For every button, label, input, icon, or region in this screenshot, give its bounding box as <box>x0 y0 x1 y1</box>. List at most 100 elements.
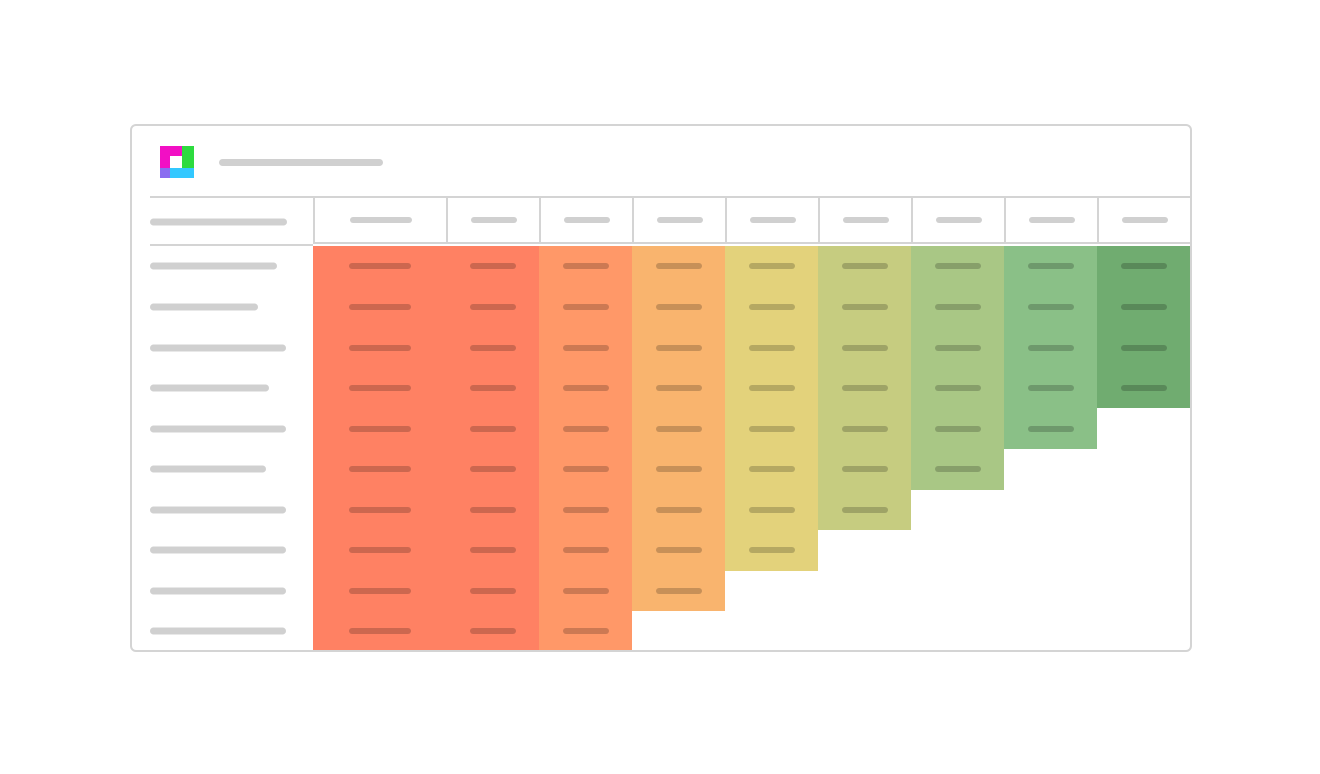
cohort-cell-value-placeholder <box>348 385 411 391</box>
cohort-cell-value-placeholder <box>469 304 516 310</box>
column-header-4 <box>632 198 725 244</box>
column-header-1 <box>313 198 446 244</box>
cohort-cell-value-placeholder <box>562 628 609 634</box>
row-label-placeholder-7 <box>150 506 286 514</box>
cohort-cell-value-placeholder <box>841 385 888 391</box>
column-header-label-placeholder <box>470 217 517 223</box>
column-header-label-placeholder <box>749 217 796 223</box>
cohort-cell-value-placeholder <box>841 426 888 432</box>
column-header-label-placeholder <box>1028 217 1075 223</box>
cohort-cell-value-placeholder <box>348 426 411 432</box>
column-header-label-placeholder <box>563 217 610 223</box>
cohort-cell-value-placeholder <box>469 588 516 594</box>
cohort-cell-value-placeholder <box>748 547 795 553</box>
cohort-cell-value-placeholder <box>1120 385 1167 391</box>
cohort-cell-value-placeholder <box>1120 304 1167 310</box>
cohort-cell-value-placeholder <box>1027 385 1074 391</box>
column-header-2 <box>446 198 539 244</box>
header-top-divider <box>150 196 1190 198</box>
cohort-cell-value-placeholder <box>469 466 516 472</box>
cohort-cell-value-placeholder <box>841 263 888 269</box>
cohort-cell-value-placeholder <box>934 426 981 432</box>
cohort-column-6 <box>818 246 911 530</box>
cohort-column-2 <box>446 246 539 650</box>
cohort-column-1 <box>313 246 446 650</box>
cohort-cell-value-placeholder <box>934 263 981 269</box>
cohort-cell-value-placeholder <box>348 304 411 310</box>
header-bottom-divider <box>150 244 313 246</box>
cohort-cell-value-placeholder <box>562 466 609 472</box>
cohort-cell-value-placeholder <box>655 426 702 432</box>
cohort-cell-value-placeholder <box>562 547 609 553</box>
column-header-label-placeholder <box>842 217 889 223</box>
cohort-cell-value-placeholder <box>748 466 795 472</box>
cohort-cell-value-placeholder <box>562 263 609 269</box>
cohort-column-9 <box>1097 246 1190 408</box>
cohort-column-3 <box>539 246 632 650</box>
cohort-column-8 <box>1004 246 1097 449</box>
cohort-cell-value-placeholder <box>841 304 888 310</box>
cohort-cell-value-placeholder <box>469 507 516 513</box>
column-header-3 <box>539 198 632 244</box>
cohort-cell-value-placeholder <box>348 345 411 351</box>
column-header-label-placeholder <box>1121 217 1168 223</box>
cohort-cell-value-placeholder <box>348 588 411 594</box>
cohort-app-logo-icon <box>160 146 194 178</box>
cohort-cell-value-placeholder <box>655 547 702 553</box>
column-header-9 <box>1097 198 1190 244</box>
cohort-cell-value-placeholder <box>748 426 795 432</box>
cohort-cell-value-placeholder <box>748 507 795 513</box>
cohort-cell-value-placeholder <box>1120 263 1167 269</box>
cohort-cell-value-placeholder <box>841 466 888 472</box>
cohort-cell-value-placeholder <box>562 304 609 310</box>
cohort-cell-value-placeholder <box>469 547 516 553</box>
column-header-label-placeholder <box>656 217 703 223</box>
column-header-label-placeholder <box>349 217 412 223</box>
row-label-placeholder-4 <box>150 384 269 392</box>
header-row-label-placeholder <box>150 218 287 226</box>
cohort-cell-value-placeholder <box>348 263 411 269</box>
row-label-placeholder-2 <box>150 303 258 311</box>
cohort-column-5 <box>725 246 818 571</box>
row-label-placeholder-1 <box>150 262 277 270</box>
row-label-placeholder-10 <box>150 627 286 635</box>
cohort-cell-value-placeholder <box>562 426 609 432</box>
cohort-cell-value-placeholder <box>655 385 702 391</box>
row-label-placeholder-3 <box>150 344 286 352</box>
cohort-cell-value-placeholder <box>934 385 981 391</box>
column-header-label-placeholder <box>935 217 982 223</box>
cohort-cell-value-placeholder <box>469 426 516 432</box>
cohort-cell-value-placeholder <box>348 466 411 472</box>
cohort-cell-value-placeholder <box>562 507 609 513</box>
cohort-cell-value-placeholder <box>1027 345 1074 351</box>
cohort-cell-value-placeholder <box>655 507 702 513</box>
cohort-cell-value-placeholder <box>934 345 981 351</box>
cohort-cell-value-placeholder <box>655 466 702 472</box>
cohort-table-card <box>130 124 1192 652</box>
row-label-placeholder-6 <box>150 465 266 473</box>
cohort-cell-value-placeholder <box>748 345 795 351</box>
row-label-placeholder-9 <box>150 587 286 595</box>
cohort-cell-value-placeholder <box>348 507 411 513</box>
cohort-cell-value-placeholder <box>934 304 981 310</box>
cohort-cell-value-placeholder <box>841 507 888 513</box>
cohort-cell-value-placeholder <box>469 263 516 269</box>
cohort-cell-value-placeholder <box>1120 345 1167 351</box>
column-header-8 <box>1004 198 1097 244</box>
cohort-cell-value-placeholder <box>562 345 609 351</box>
row-label-placeholder-5 <box>150 425 286 433</box>
cohort-cell-value-placeholder <box>562 588 609 594</box>
cohort-cell-value-placeholder <box>348 547 411 553</box>
cohort-cell-value-placeholder <box>655 263 702 269</box>
cohort-cell-value-placeholder <box>655 588 702 594</box>
cohort-cell-value-placeholder <box>748 304 795 310</box>
cohort-cell-value-placeholder <box>841 345 888 351</box>
cohort-cell-value-placeholder <box>469 345 516 351</box>
cohort-cell-value-placeholder <box>562 385 609 391</box>
column-header-6 <box>818 198 911 244</box>
cohort-cell-value-placeholder <box>655 304 702 310</box>
cohort-cell-value-placeholder <box>934 466 981 472</box>
cohort-column-4 <box>632 246 725 611</box>
cohort-cell-value-placeholder <box>469 385 516 391</box>
cohort-cell-value-placeholder <box>348 628 411 634</box>
